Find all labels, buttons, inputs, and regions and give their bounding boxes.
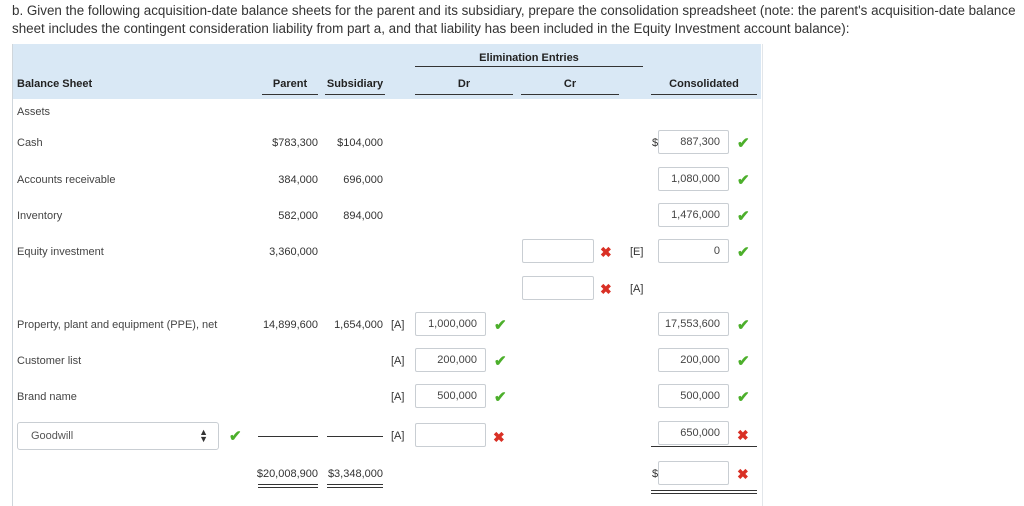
spreadsheet-panel <box>12 44 763 506</box>
checkmark-icon: ✔ <box>737 389 750 406</box>
ppe-label: Property, plant and equipment (PPE), net <box>17 319 218 331</box>
cash-label: Cash <box>17 137 43 149</box>
brand-dr-tag: [A] <box>391 391 405 403</box>
cash-consolidated-input[interactable]: 887,300 <box>658 130 729 154</box>
checkmark-icon: ✔ <box>737 317 750 334</box>
balance-sheet-heading: Balance Sheet <box>17 78 93 90</box>
checkmark-icon: ✔ <box>229 428 242 445</box>
ar-subsidiary-value: 696,000 <box>343 174 383 186</box>
consolidated-subtotal-line <box>651 446 757 447</box>
inventory-consolidated-input[interactable]: 1,476,000 <box>658 203 729 227</box>
goodwill-subsidiary-blank-line <box>327 436 383 437</box>
inventory-subsidiary-value: 894,000 <box>343 210 383 222</box>
goodwill-dr-input[interactable] <box>415 423 486 447</box>
consolidated-heading: Consolidated <box>669 78 739 90</box>
goodwill-select[interactable]: Goodwill ▲ ▼ <box>17 422 219 450</box>
customer-dr-tag: [A] <box>391 355 405 367</box>
parent-heading-underline <box>262 94 318 95</box>
customer-consolidated-input[interactable]: 200,000 <box>658 348 729 372</box>
inventory-label: Inventory <box>17 210 63 222</box>
elimination-underline <box>415 66 643 67</box>
ppe-subsidiary-value: 1,654,000 <box>334 319 383 331</box>
x-icon: ✖ <box>737 466 749 482</box>
checkmark-icon: ✔ <box>494 317 507 334</box>
equity-consolidated-input[interactable]: 0 <box>658 239 729 263</box>
cash-subsidiary-value: $104,000 <box>337 137 383 149</box>
equity-investment-label: Equity investment <box>17 246 104 258</box>
goodwill-select-value: Goodwill <box>31 430 74 442</box>
total-consolidated-input[interactable] <box>658 461 729 485</box>
ppe-parent-value: 14,899,600 <box>262 319 318 331</box>
total-subsidiary-value: $3,348,000 <box>327 468 383 480</box>
equity-cr-input-2[interactable] <box>522 276 594 300</box>
consolidated-heading-underline <box>651 94 757 95</box>
cash-parent-value: $783,300 <box>272 137 318 149</box>
parent-heading: Parent <box>272 78 308 90</box>
checkmark-icon: ✔ <box>494 389 507 406</box>
brand-name-label: Brand name <box>17 391 77 403</box>
x-icon: ✖ <box>600 281 612 297</box>
brand-dr-input[interactable]: 500,000 <box>415 384 486 408</box>
checkmark-icon: ✔ <box>737 244 750 261</box>
total-consolidated-double-underline <box>651 490 757 494</box>
x-icon: ✖ <box>737 427 749 443</box>
total-parent-value: $20,008,900 <box>256 468 318 480</box>
dr-heading-underline <box>415 94 513 95</box>
goodwill-parent-blank-line <box>258 436 318 437</box>
cr-heading-underline <box>521 94 619 95</box>
cr-heading: Cr <box>563 78 577 90</box>
equity-cr-input-1[interactable] <box>522 239 594 263</box>
x-icon: ✖ <box>600 244 612 260</box>
equity-cr-tag-a: [A] <box>630 283 644 295</box>
up-down-arrow-icon: ▲ ▼ <box>199 427 208 444</box>
checkmark-icon: ✔ <box>737 172 750 189</box>
table-header <box>13 44 761 99</box>
brand-consolidated-input[interactable]: 500,000 <box>658 384 729 408</box>
ppe-dr-tag: [A] <box>391 319 405 331</box>
checkmark-icon: ✔ <box>737 208 750 225</box>
total-parent-double-underline <box>258 484 318 488</box>
customer-dr-input[interactable]: 200,000 <box>415 348 486 372</box>
cash-dollar-sign: $ <box>652 137 659 149</box>
checkmark-icon: ✔ <box>494 353 507 370</box>
equity-parent-value: 3,360,000 <box>269 246 318 258</box>
assets-label: Assets <box>17 106 51 118</box>
ar-consolidated-input[interactable]: 1,080,000 <box>658 167 729 191</box>
equity-cr-tag-e: [E] <box>630 246 644 258</box>
goodwill-consolidated-input[interactable]: 650,000 <box>658 421 729 445</box>
dr-heading: Dr <box>457 78 471 90</box>
checkmark-icon: ✔ <box>737 353 750 370</box>
customer-list-label: Customer list <box>17 355 82 367</box>
goodwill-dr-tag: [A] <box>391 430 405 442</box>
ar-parent-value: 384,000 <box>278 174 318 186</box>
ppe-consolidated-input[interactable]: 17,553,600 <box>658 312 729 336</box>
total-subsidiary-double-underline <box>327 484 383 488</box>
subsidiary-heading-underline <box>325 94 385 95</box>
subsidiary-heading: Subsidiary <box>326 78 384 90</box>
x-icon: ✖ <box>493 429 505 445</box>
instructions-text: b. Given the following acquisition-date … <box>12 3 1016 36</box>
total-dollar-sign: $ <box>652 468 659 480</box>
checkmark-icon: ✔ <box>737 135 750 152</box>
elimination-entries-heading: Elimination Entries <box>479 52 579 64</box>
ppe-dr-input[interactable]: 1,000,000 <box>415 312 486 336</box>
inventory-parent-value: 582,000 <box>278 210 318 222</box>
ar-label: Accounts receivable <box>17 174 116 186</box>
